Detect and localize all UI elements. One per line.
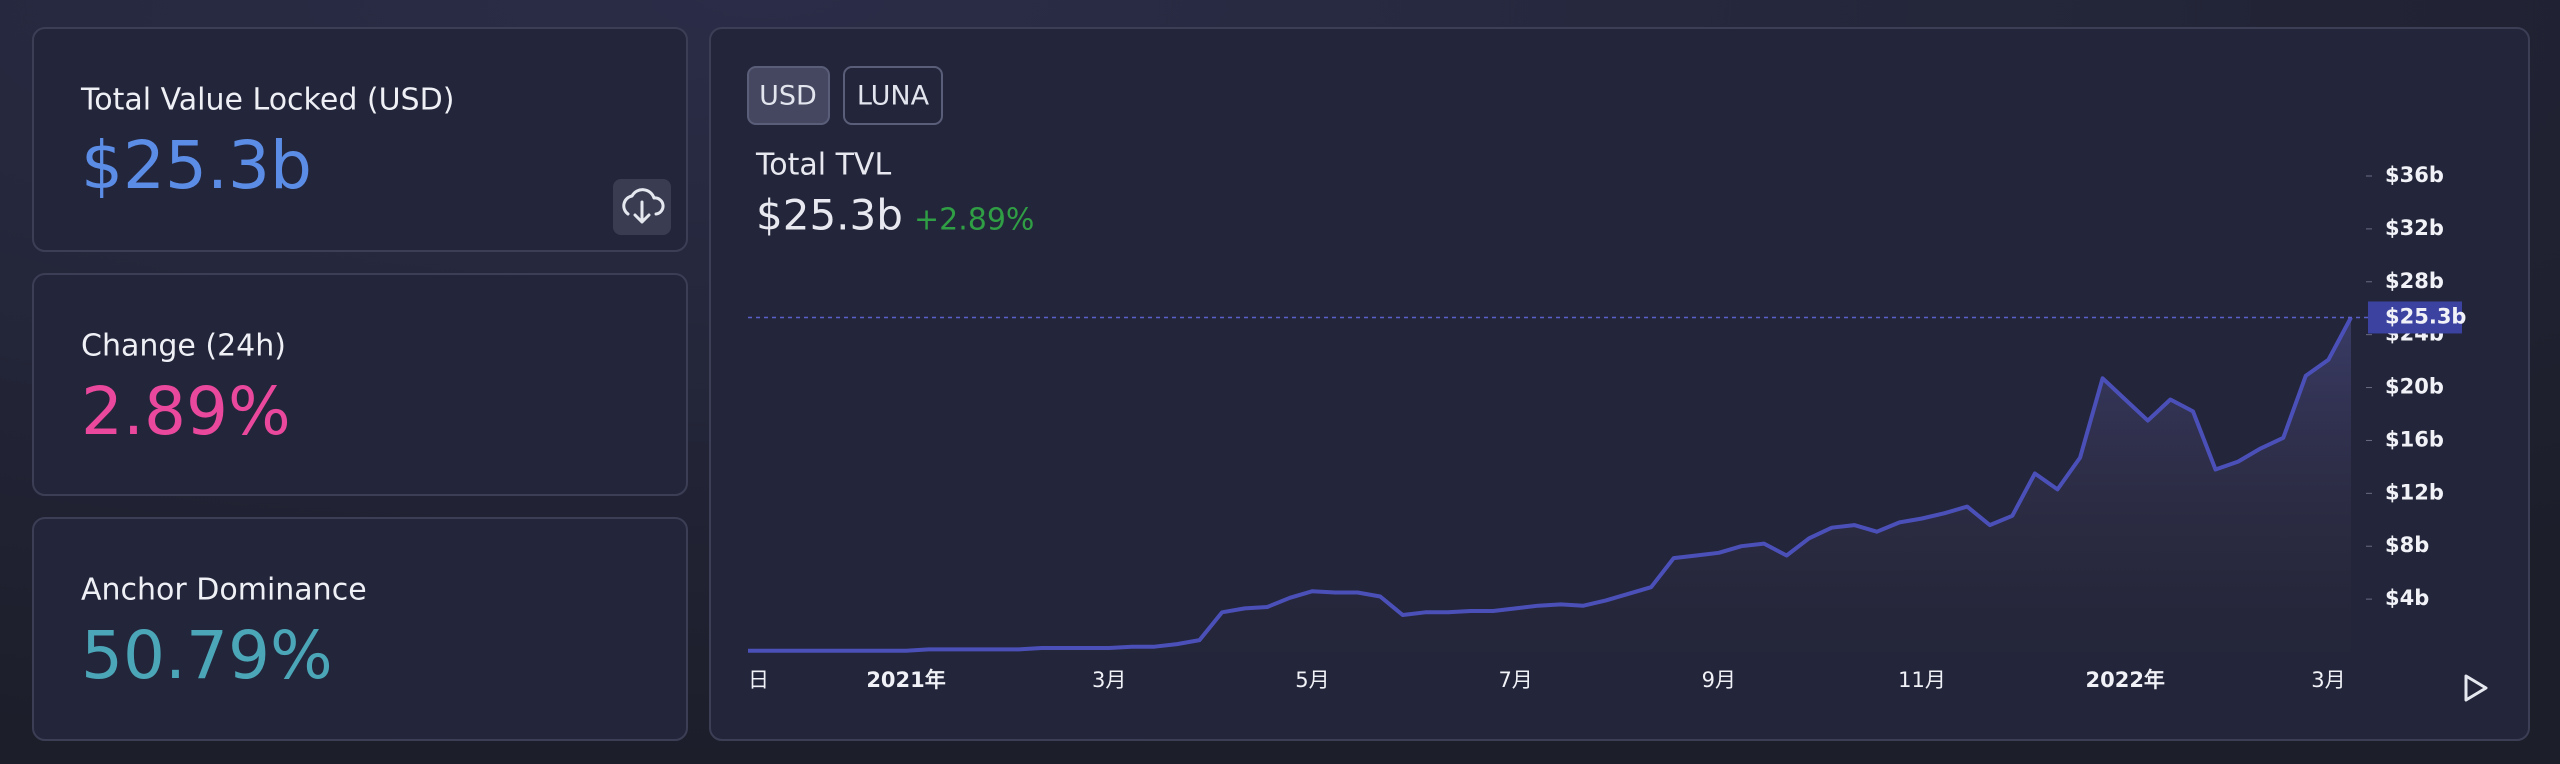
current-value: $25.3b <box>756 191 903 240</box>
y-tick-label: $8b <box>2385 533 2429 557</box>
card <box>32 517 688 741</box>
luna-toggle[interactable]: LUNA <box>843 66 943 125</box>
y-tick-label: $28b <box>2385 269 2444 293</box>
play-button[interactable] <box>2464 674 2488 702</box>
line <box>748 316 2353 653</box>
usd-toggle[interactable]: USD <box>747 66 830 125</box>
x-tick-label: 9月 <box>1702 668 1736 692</box>
card-title: Anchor Dominance <box>81 573 367 608</box>
x-tick-label: 11月 <box>1898 668 1946 692</box>
x-tick-label: 3月 <box>1092 668 1126 692</box>
x-tick-label: 5月 <box>1295 668 1329 692</box>
price-label: $25.3b <box>2385 304 2466 328</box>
card <box>32 273 688 496</box>
toggle-bg[interactable] <box>843 66 943 125</box>
x-tick-label: 2021年 <box>866 668 945 692</box>
y-tick-label: $20b <box>2385 375 2444 399</box>
toggle-label[interactable]: LUNA <box>857 81 930 112</box>
toggle-label[interactable]: USD <box>759 81 817 112</box>
download-button[interactable] <box>613 179 671 235</box>
y-tick-label: $32b <box>2385 216 2444 240</box>
card-value: $25.3b <box>81 127 312 204</box>
x-tick-label: 日 <box>748 668 769 692</box>
toggle-bg[interactable] <box>747 66 830 125</box>
card-value: 50.79% <box>81 617 333 694</box>
y-tick-label: $4b <box>2385 586 2429 610</box>
change: +2.89% <box>914 203 1034 238</box>
price-label-bg <box>2368 301 2462 334</box>
y-tick-label: $12b <box>2385 480 2444 504</box>
y-tick-label: $36b <box>2385 163 2444 187</box>
card-title: Change (24h) <box>81 329 286 364</box>
x-tick-label: 2022年 <box>2085 668 2164 692</box>
download-icon[interactable] <box>622 188 665 224</box>
card-value: 2.89% <box>81 373 291 450</box>
x-tick-label: 3月 <box>2311 668 2345 692</box>
card <box>32 27 688 252</box>
chart-title: Total TVL <box>755 148 891 183</box>
card-title: Total Value Locked (USD) <box>80 83 454 118</box>
area <box>748 317 2351 652</box>
y-tick-label: $16b <box>2385 427 2444 451</box>
x-tick-label: 7月 <box>1498 668 1532 692</box>
